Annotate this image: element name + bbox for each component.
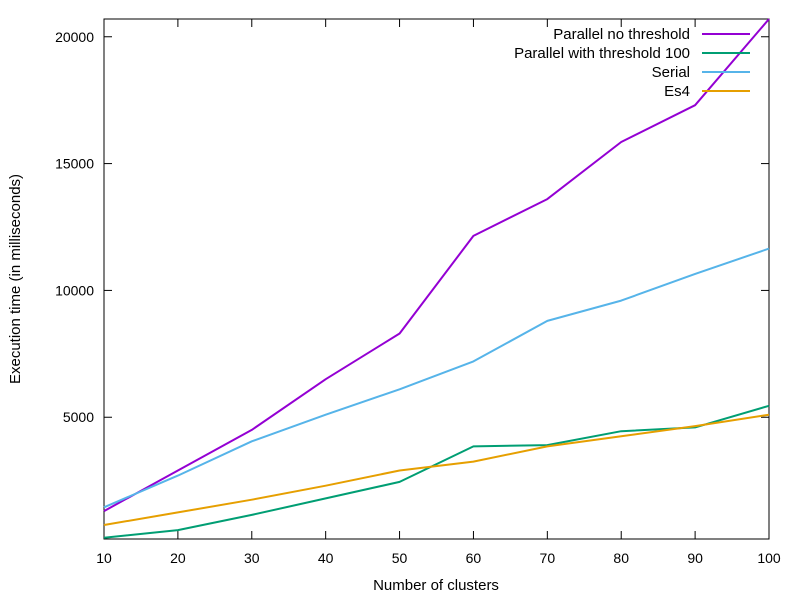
legend: Parallel no threshold Parallel with thres… [514,26,750,100]
series-line-1 [103,404,770,539]
x-tick-label: 60 [466,550,482,566]
legend-label: Es4 [664,83,690,100]
legend-label: Parallel with threshold 100 [514,45,690,62]
x-tick-label: 20 [170,550,186,566]
plot-frame [103,18,770,540]
x-tick-label: 80 [613,550,629,566]
series-lines [103,18,770,539]
y-axis-title: Execution time (in milliseconds) [7,174,24,384]
x-axis-ticks: 10 20 30 40 50 60 70 80 90 100 [96,19,781,566]
x-tick-label: 90 [687,550,703,566]
x-tick-label: 70 [540,550,556,566]
x-tick-label: 30 [244,550,260,566]
y-tick-label: 5000 [63,409,94,425]
series-line-0 [103,18,770,512]
series-line-3 [103,413,770,526]
y-tick-label: 15000 [55,156,94,172]
y-axis-ticks: 5000 10000 15000 20000 [55,29,769,425]
x-tick-label: 50 [392,550,408,566]
x-axis-title: Number of clusters [373,577,499,594]
series-line-2 [103,247,770,509]
x-tick-label: 100 [757,550,781,566]
x-tick-label: 40 [318,550,334,566]
x-tick-label: 10 [96,550,112,566]
y-tick-label: 20000 [55,29,94,45]
legend-label: Serial [652,64,690,81]
y-tick-label: 10000 [55,282,94,298]
legend-label: Parallel no threshold [553,26,690,43]
